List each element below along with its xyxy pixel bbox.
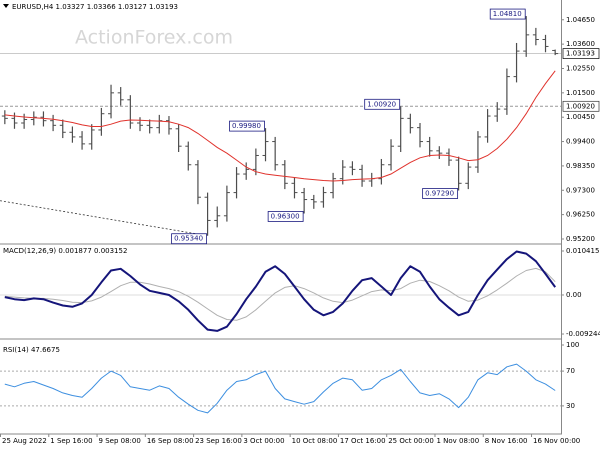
price-annotation-box [489, 8, 526, 20]
y-tick-label: 30 [566, 402, 575, 410]
indicator-line [4, 363, 556, 414]
level-label: 1.00920 [566, 102, 595, 110]
y-tick-label: 100 [566, 341, 579, 349]
price-annotation: 0.99980 [232, 122, 261, 130]
y-tick-label: 1.00450 [566, 113, 595, 121]
y-tick-label: 0.98350 [566, 162, 595, 170]
x-tick-label: 25 Aug 2022 [2, 437, 47, 445]
price-annotation: 0.95340 [174, 235, 203, 243]
price-annotation-box [364, 98, 401, 110]
x-tick-label: 17 Oct 16:00 [340, 437, 386, 445]
y-tick-label: 70 [566, 367, 575, 375]
price-annotation-box [229, 120, 265, 132]
indicator-line [4, 250, 557, 332]
x-tick-label: 9 Sep 08:00 [99, 437, 141, 445]
current-price-box [562, 48, 600, 59]
y-tick-label: 0.97300 [566, 186, 595, 194]
current-price-label: 1.03193 [566, 50, 595, 58]
y-tick-label: 0.010415 [566, 247, 599, 255]
x-tick-label: 10 Oct 08:00 [292, 437, 338, 445]
x-tick-label: 16 Nov 00:00 [533, 437, 580, 445]
y-tick-label: 1.01500 [566, 89, 595, 97]
price-annotation: 1.00920 [367, 100, 396, 108]
y-tick-label: 0.00 [566, 291, 582, 299]
x-tick-label: 3 Oct 00:00 [243, 437, 284, 445]
price-annotation-box [267, 211, 304, 222]
x-tick-label: 25 Oct 00:00 [388, 437, 434, 445]
y-tick-label: -0.009244 [566, 330, 600, 338]
indicator-line [4, 267, 556, 321]
chart-title: EURUSD,H4 1.03327 1.03366 1.03127 1.0319… [12, 3, 178, 11]
x-tick-label: 23 Sep 16:00 [195, 437, 242, 445]
trendline [0, 200, 208, 237]
watermark: ActionForex.com [75, 27, 233, 49]
price-annotation-box [422, 188, 459, 199]
y-tick-label: 1.04650 [566, 16, 595, 24]
panel-title: MACD(12,26,9) 0.001877 0.003152 [3, 247, 127, 255]
y-tick-label: 0.95200 [566, 235, 595, 243]
y-tick-label: 1.02550 [566, 64, 595, 72]
title-icon [3, 4, 9, 8]
x-tick-label: 1 Sep 16:00 [50, 437, 92, 445]
y-tick-label: 0.96250 [566, 211, 595, 219]
level-label-box [562, 100, 600, 112]
panel-title: RSI(14) 47.6675 [3, 346, 60, 354]
y-tick-label: 1.03600 [566, 40, 595, 48]
price-annotation: 0.96300 [271, 212, 300, 220]
price-annotation: 0.97290 [425, 190, 454, 198]
x-tick-label: 16 Sep 08:00 [147, 437, 194, 445]
x-tick-label: 1 Nov 08:00 [436, 437, 479, 445]
price-annotation-box [171, 233, 207, 245]
price-annotation: 1.04810 [493, 10, 522, 18]
x-tick-label: 8 Nov 16:00 [485, 437, 528, 445]
y-tick-label: 0.99400 [566, 138, 595, 146]
moving-average [4, 70, 556, 182]
